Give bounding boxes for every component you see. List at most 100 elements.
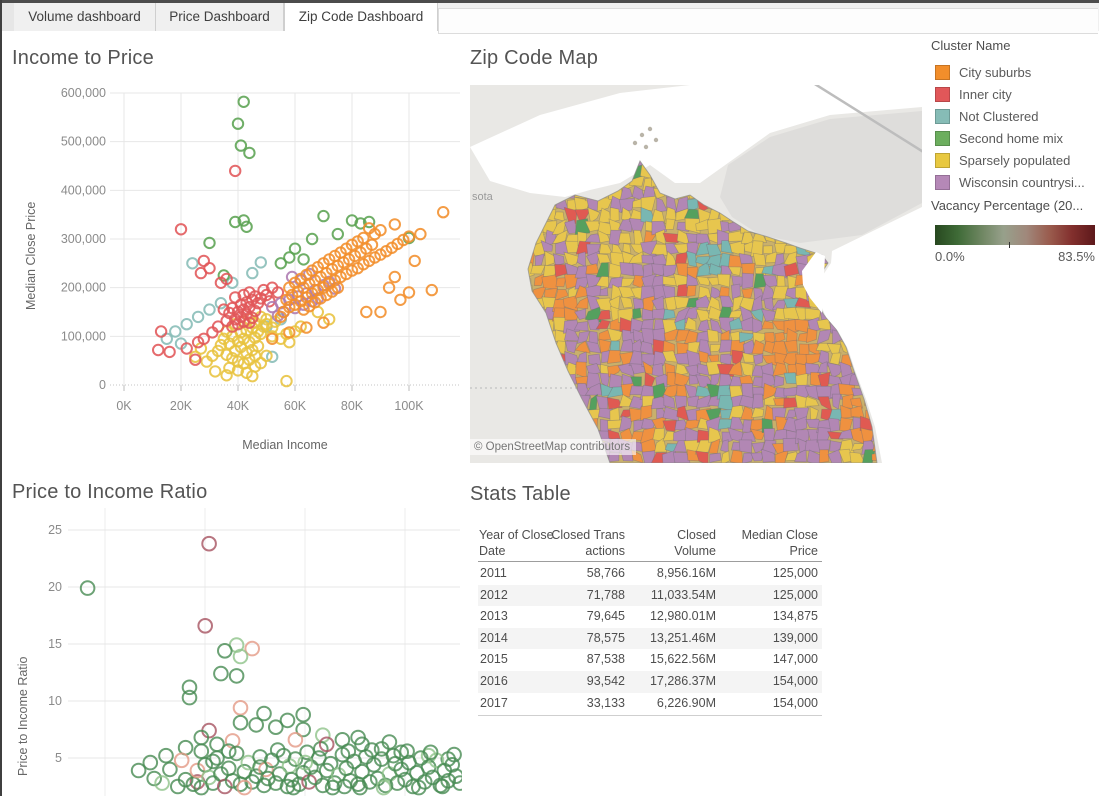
- map-zip-cell[interactable]: [817, 439, 831, 454]
- scatter-point[interactable]: [214, 338, 228, 352]
- map-zip-cell[interactable]: [585, 263, 600, 275]
- map-zip-cell[interactable]: [850, 397, 864, 409]
- map-zip-cell[interactable]: [805, 327, 818, 344]
- map-zip-cell[interactable]: [696, 394, 711, 409]
- scatter-point[interactable]: [142, 754, 159, 771]
- map-zip-cell[interactable]: [586, 250, 600, 267]
- map-zip-cell[interactable]: [663, 328, 680, 342]
- scatter-point[interactable]: [411, 779, 427, 796]
- scatter-point[interactable]: [283, 300, 296, 314]
- map-zip-cell[interactable]: [686, 273, 699, 288]
- map-zip-cell[interactable]: [760, 308, 776, 322]
- map-zip-cell[interactable]: [606, 349, 621, 364]
- scatter-point[interactable]: [452, 775, 462, 791]
- map-zip-cell[interactable]: [794, 449, 807, 463]
- scatter-point[interactable]: [324, 779, 341, 796]
- scatter-point[interactable]: [191, 310, 205, 324]
- scatter-point[interactable]: [382, 281, 396, 294]
- map-zip-cell[interactable]: [574, 308, 587, 321]
- scatter-point[interactable]: [193, 743, 210, 759]
- map-zip-cell[interactable]: [619, 186, 633, 202]
- map-zip-cell[interactable]: [618, 232, 632, 244]
- map-zip-cell[interactable]: [552, 253, 565, 267]
- map-zip-cell[interactable]: [608, 373, 622, 389]
- scatter-point[interactable]: [248, 717, 265, 733]
- map-zip-cell[interactable]: [706, 243, 723, 257]
- scatter-point[interactable]: [350, 729, 366, 746]
- map-zip-cell[interactable]: [740, 431, 756, 442]
- map-zip-cell[interactable]: [783, 339, 798, 353]
- scatter-point[interactable]: [381, 734, 398, 750]
- map-zip-cell[interactable]: [599, 287, 609, 296]
- map-zip-cell[interactable]: [817, 371, 831, 389]
- scatter-point[interactable]: [201, 535, 217, 552]
- map-zip-cell[interactable]: [665, 218, 676, 230]
- map-zip-cell[interactable]: [695, 276, 711, 287]
- scatter-point[interactable]: [322, 755, 339, 772]
- map-zip-cell[interactable]: [563, 251, 581, 267]
- scatter-point[interactable]: [288, 242, 302, 255]
- map-zip-cell[interactable]: [827, 448, 842, 463]
- map-zip-cell[interactable]: [655, 373, 668, 389]
- map-zip-cell[interactable]: [763, 382, 779, 401]
- vacancy-gradient-bar[interactable]: [935, 225, 1095, 248]
- map-zip-cell[interactable]: [738, 297, 756, 311]
- scatter-point[interactable]: [189, 762, 206, 779]
- scatter-point[interactable]: [130, 762, 147, 779]
- scatter-point[interactable]: [231, 364, 245, 377]
- stats-table-row[interactable]: 2013 79,645 12,980.01M 134,875: [478, 606, 822, 628]
- map-zip-cell[interactable]: [831, 393, 842, 410]
- map-zip-cell[interactable]: [694, 439, 713, 455]
- scatter-point[interactable]: [254, 327, 267, 341]
- scatter-point[interactable]: [162, 761, 178, 778]
- map-zip-cell[interactable]: [595, 319, 611, 330]
- map-zip-cell[interactable]: [750, 307, 765, 323]
- map-zip-cell[interactable]: [587, 206, 601, 224]
- map-zip-cell[interactable]: [688, 374, 699, 385]
- map-zip-cell[interactable]: [586, 362, 601, 377]
- scatter-point[interactable]: [285, 779, 302, 796]
- scatter-point[interactable]: [283, 326, 296, 339]
- map-zip-cell[interactable]: [829, 352, 842, 366]
- map-zip-cell[interactable]: [662, 340, 676, 354]
- scatter-point[interactable]: [209, 736, 225, 753]
- tab-zip-code-dashboard[interactable]: Zip Code Dashboard: [284, 3, 438, 31]
- scatter-point[interactable]: [283, 251, 296, 264]
- scatter-point[interactable]: [269, 742, 286, 758]
- map-zip-cell[interactable]: [804, 396, 820, 407]
- scatter-point[interactable]: [364, 742, 380, 758]
- scatter-point[interactable]: [180, 342, 193, 355]
- scatter-point[interactable]: [194, 266, 208, 280]
- scatter-point[interactable]: [360, 305, 373, 319]
- map-zip-cell[interactable]: [674, 395, 687, 409]
- map-zip-cell[interactable]: [709, 452, 722, 463]
- map-zip-cell[interactable]: [661, 449, 677, 463]
- map-zip-cell[interactable]: [773, 253, 785, 269]
- map-zip-cell[interactable]: [838, 428, 854, 440]
- map-zip-cell[interactable]: [741, 352, 755, 363]
- scatter-point[interactable]: [375, 779, 392, 796]
- map-zip-cell[interactable]: [817, 361, 828, 373]
- scatter-point[interactable]: [203, 236, 216, 250]
- map-zip-cell[interactable]: [752, 353, 764, 366]
- map-zip-cell[interactable]: [555, 277, 567, 288]
- stats-table-row[interactable]: 2016 93,542 17,286.37M 154,000: [478, 671, 822, 693]
- scatter-point[interactable]: [181, 679, 198, 696]
- scatter-point[interactable]: [200, 355, 213, 368]
- scatter-point[interactable]: [214, 297, 228, 310]
- map-zip-cell[interactable]: [794, 318, 810, 333]
- scatter-point[interactable]: [244, 640, 260, 657]
- cluster-legend-item[interactable]: City suburbs: [931, 61, 1099, 83]
- map-zip-cell[interactable]: [751, 393, 764, 410]
- scatter-point[interactable]: [224, 773, 241, 789]
- map-zip-cell[interactable]: [640, 195, 657, 212]
- map-zip-cell[interactable]: [619, 262, 634, 277]
- map-zip-cell[interactable]: [727, 266, 742, 277]
- scatter-point[interactable]: [366, 756, 382, 773]
- scatter-point[interactable]: [186, 257, 199, 270]
- scatter-point[interactable]: [197, 618, 213, 634]
- map-zip-cell[interactable]: [530, 264, 546, 275]
- scatter-point[interactable]: [362, 215, 376, 229]
- map-zip-cell[interactable]: [740, 405, 755, 420]
- scatter-point[interactable]: [387, 755, 404, 772]
